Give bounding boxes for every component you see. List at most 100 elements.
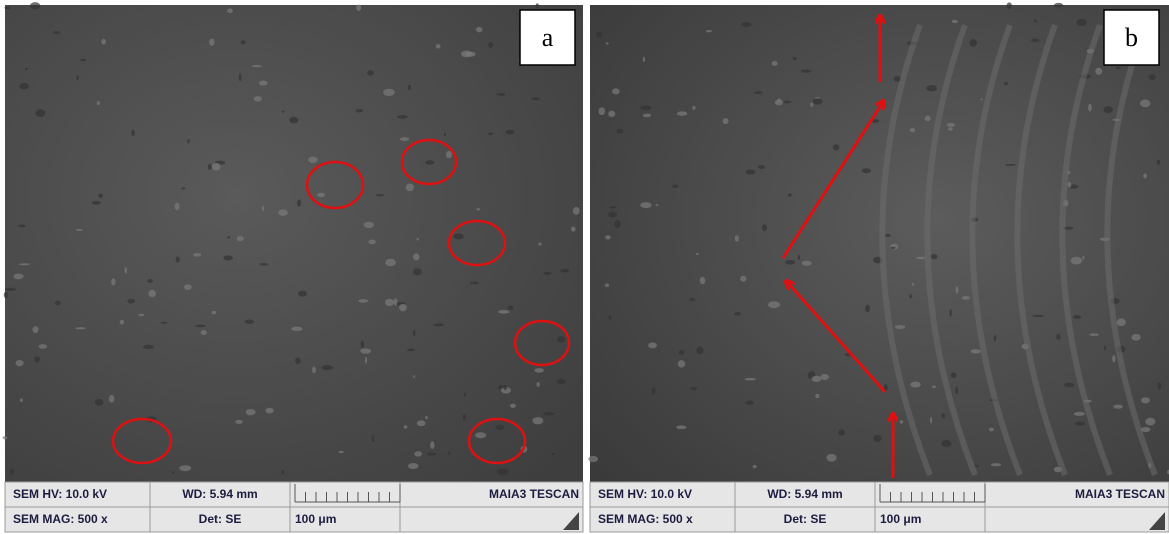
particle <box>1032 315 1044 317</box>
particle <box>476 208 480 210</box>
particle <box>281 470 284 474</box>
particle <box>775 99 783 105</box>
particle <box>746 400 754 405</box>
particle <box>425 160 434 165</box>
particle <box>734 312 741 315</box>
particle <box>358 299 368 302</box>
particle <box>1089 333 1098 336</box>
particle <box>948 127 953 130</box>
mag: SEM MAG: 500 x <box>13 512 108 526</box>
particle <box>811 376 821 382</box>
particle <box>148 290 156 298</box>
particle <box>956 286 959 294</box>
particle <box>640 202 651 208</box>
particle <box>1007 2 1012 9</box>
particle <box>265 408 273 414</box>
mag: SEM MAG: 500 x <box>598 512 693 526</box>
particle <box>926 85 937 91</box>
particle <box>571 226 576 231</box>
particle <box>909 294 912 298</box>
particle <box>368 240 375 245</box>
particle <box>20 398 23 401</box>
particle <box>1157 382 1161 390</box>
particle <box>552 453 555 455</box>
particle <box>161 322 168 324</box>
particle <box>111 278 115 285</box>
particle <box>470 282 480 285</box>
particle <box>1031 39 1039 43</box>
particle <box>120 320 124 325</box>
particle <box>885 234 891 237</box>
particle <box>793 57 797 60</box>
particle <box>444 133 446 136</box>
particle <box>367 70 374 76</box>
particle <box>244 319 254 323</box>
particle <box>448 452 451 455</box>
particle <box>3 436 8 439</box>
particle <box>746 170 756 175</box>
particle <box>614 220 620 228</box>
particle <box>1073 315 1081 319</box>
particle <box>1116 67 1121 69</box>
particle <box>969 39 977 47</box>
particle <box>406 183 414 191</box>
particle <box>989 428 994 432</box>
particle <box>802 261 812 266</box>
particle <box>785 260 795 265</box>
particle <box>95 399 104 406</box>
particle <box>975 465 979 467</box>
particle <box>413 375 415 378</box>
particle <box>184 284 192 290</box>
particle <box>295 358 301 365</box>
brand: MAIA3 TESCAN <box>489 487 579 501</box>
particle <box>1004 82 1008 85</box>
wd: WD: 5.94 mm <box>767 487 842 501</box>
particle <box>147 279 153 283</box>
particle <box>1054 3 1063 7</box>
particle <box>488 133 493 136</box>
particle <box>696 253 699 255</box>
particle <box>741 22 751 27</box>
particle <box>436 44 441 48</box>
particle <box>609 315 612 320</box>
particle <box>10 469 14 475</box>
particle <box>209 39 214 46</box>
particle <box>5 288 16 291</box>
particle <box>339 451 344 453</box>
particle <box>1071 257 1082 265</box>
particle <box>53 31 60 34</box>
particle <box>408 84 411 90</box>
particle <box>643 57 645 62</box>
particle <box>223 255 233 260</box>
particle <box>1074 412 1085 416</box>
particle <box>677 111 687 115</box>
particle <box>994 335 997 342</box>
particle <box>16 360 24 366</box>
particle <box>753 465 757 469</box>
particle <box>543 412 555 416</box>
particle <box>813 98 823 105</box>
particle <box>425 416 428 420</box>
particle <box>862 168 871 173</box>
particle <box>39 344 47 349</box>
hv: SEM HV: 10.0 kV <box>598 487 692 501</box>
particle <box>506 130 515 135</box>
particle <box>417 238 419 241</box>
particle <box>1064 383 1074 387</box>
particle <box>76 229 83 231</box>
particle <box>465 52 476 57</box>
particle <box>308 157 318 164</box>
particle <box>691 387 697 390</box>
particle <box>1104 346 1106 351</box>
particle <box>413 330 416 336</box>
particle <box>1088 104 1092 112</box>
particle <box>1082 256 1084 260</box>
hv: SEM HV: 10.0 kV <box>13 487 107 501</box>
particle <box>246 409 256 415</box>
particle <box>254 96 262 101</box>
particle <box>364 222 374 228</box>
particle <box>417 420 426 426</box>
particle <box>278 209 288 215</box>
particle <box>1145 418 1155 426</box>
particle <box>1149 74 1156 80</box>
